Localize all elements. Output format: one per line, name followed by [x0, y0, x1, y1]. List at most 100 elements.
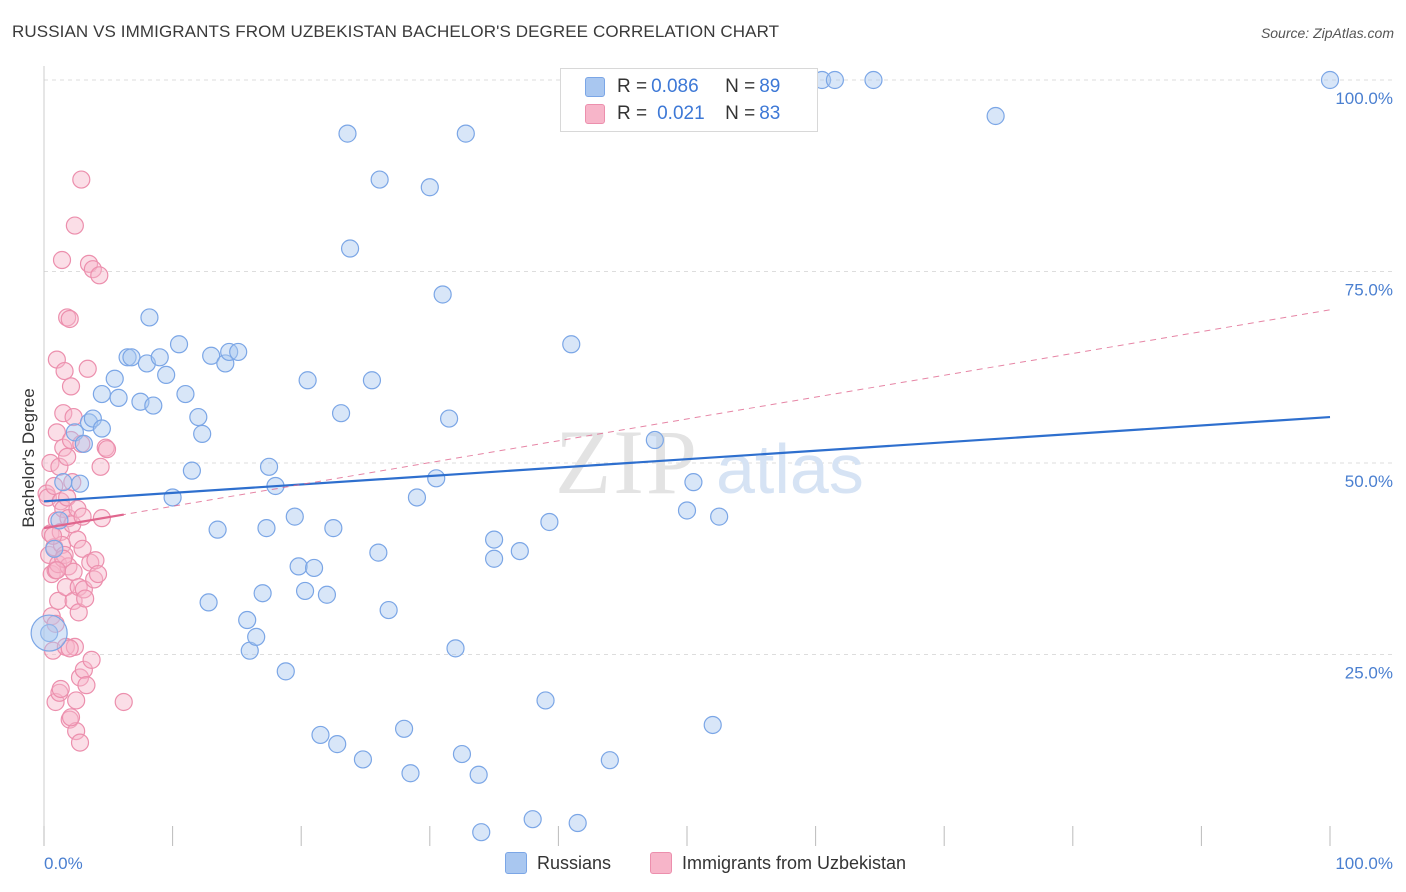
point-russians [202, 346, 221, 365]
point-russians [199, 593, 218, 612]
point-russians [568, 813, 587, 833]
point-russians [216, 354, 235, 373]
legend-item-uzbekistan[interactable]: Immigrants from Uzbekistan [650, 852, 906, 874]
point-russians [328, 735, 347, 754]
point-uzbekistan [114, 692, 133, 712]
point-russians [285, 507, 304, 526]
y-tick-label: 100.0% [1335, 89, 1393, 108]
point-russians [394, 719, 414, 738]
point-russians [446, 639, 465, 658]
point-russians [30, 614, 68, 652]
point-russians [105, 369, 124, 388]
point-russians [469, 765, 488, 784]
point-russians [118, 348, 137, 367]
point-russians [122, 348, 141, 367]
point-uzbekistan [52, 250, 72, 270]
point-russians [986, 106, 1005, 126]
point-uzbekistan [55, 361, 74, 381]
point-uzbekistan [91, 457, 110, 476]
legend-label-uzbekistan: Immigrants from Uzbekistan [682, 852, 907, 873]
point-uzbekistan [61, 708, 81, 727]
point-russians [169, 335, 189, 354]
legend-r-key: R = [617, 76, 648, 97]
point-russians [600, 751, 619, 770]
point-russians [677, 501, 697, 520]
y-tick-label: 75.0% [1345, 281, 1393, 300]
point-uzbekistan [56, 577, 75, 597]
point-russians [452, 744, 472, 764]
point-russians [311, 725, 330, 745]
point-russians [439, 409, 459, 428]
x-tick-label: 100.0% [1335, 854, 1393, 873]
axes [43, 66, 1331, 846]
legend-label-russians: Russians [537, 852, 612, 873]
point-uzbekistan [61, 377, 81, 396]
point-uzbekistan [86, 551, 105, 570]
point-uzbekistan [58, 447, 77, 466]
point-russians [485, 549, 504, 568]
point-russians [140, 308, 159, 327]
point-uzbekistan [82, 650, 101, 669]
watermark: ZIP atlas [555, 411, 864, 513]
point-uzbekistan [73, 539, 92, 558]
point-russians [433, 285, 452, 304]
point-russians [276, 662, 295, 681]
point-uzbekistan [72, 170, 91, 189]
tick-labels: 25.0% 50.0% 75.0% 100.0% 0.0% 100.0% [44, 89, 1393, 873]
point-russians [295, 581, 315, 601]
point-uzbekistan [54, 438, 73, 457]
point-russians [83, 409, 102, 428]
point-russians [40, 623, 59, 643]
point-russians [645, 430, 664, 450]
point-russians [420, 178, 439, 197]
point-russians [189, 407, 208, 427]
legend-swatch-uzbekistan [585, 104, 605, 124]
legend-swatch-russians [585, 77, 605, 97]
legend-n-value: 83 [759, 103, 781, 124]
point-russians [176, 384, 195, 404]
point-russians [144, 396, 163, 415]
point-russians [331, 404, 351, 423]
point-uzbekistan [45, 476, 64, 496]
grid-lines [44, 79, 1392, 655]
point-uzbekistan [67, 721, 86, 741]
point-uzbekistan [70, 733, 90, 752]
point-uzbekistan [74, 660, 93, 679]
point-russians [253, 584, 272, 603]
y-tick-label: 25.0% [1345, 664, 1393, 683]
legend-item-russians[interactable]: Russians [505, 852, 611, 874]
point-russians [684, 473, 703, 492]
point-uzbekistan [64, 407, 83, 427]
point-uzbekistan [47, 423, 66, 442]
point-russians [92, 384, 111, 404]
point-russians [259, 457, 279, 476]
point-russians [485, 530, 504, 549]
point-russians [369, 543, 388, 562]
correlation-legend: R = 0.086 N = 89 R = 0.021 N = 83 [560, 68, 818, 132]
point-russians [182, 461, 201, 480]
point-russians [54, 473, 73, 492]
chart-title: RUSSIAN VS IMMIGRANTS FROM UZBEKISTAN BA… [12, 22, 780, 41]
point-russians [92, 419, 111, 438]
point-russians [864, 70, 883, 90]
point-russians [407, 488, 427, 507]
point-uzbekistan [54, 404, 73, 423]
point-russians [157, 365, 176, 385]
point-russians [510, 541, 529, 561]
point-uzbekistan [51, 679, 70, 699]
legend-n-value: 89 [759, 76, 781, 97]
source-label: Source: ZipAtlas.com [1260, 25, 1394, 41]
legend-row-uzbekistan: R = 0.021 N = 83 [585, 102, 781, 126]
point-uzbekistan [49, 591, 68, 610]
point-russians [472, 823, 491, 842]
point-russians [703, 715, 722, 735]
legend-r-value: 0.086 [651, 76, 699, 97]
legend-n-key: N = [725, 103, 756, 124]
point-russians [353, 750, 373, 769]
legend-r-value: 0.021 [657, 103, 705, 124]
point-russians [540, 512, 559, 532]
point-russians [247, 627, 266, 646]
point-russians [362, 371, 382, 390]
point-uzbekistan [67, 691, 86, 710]
